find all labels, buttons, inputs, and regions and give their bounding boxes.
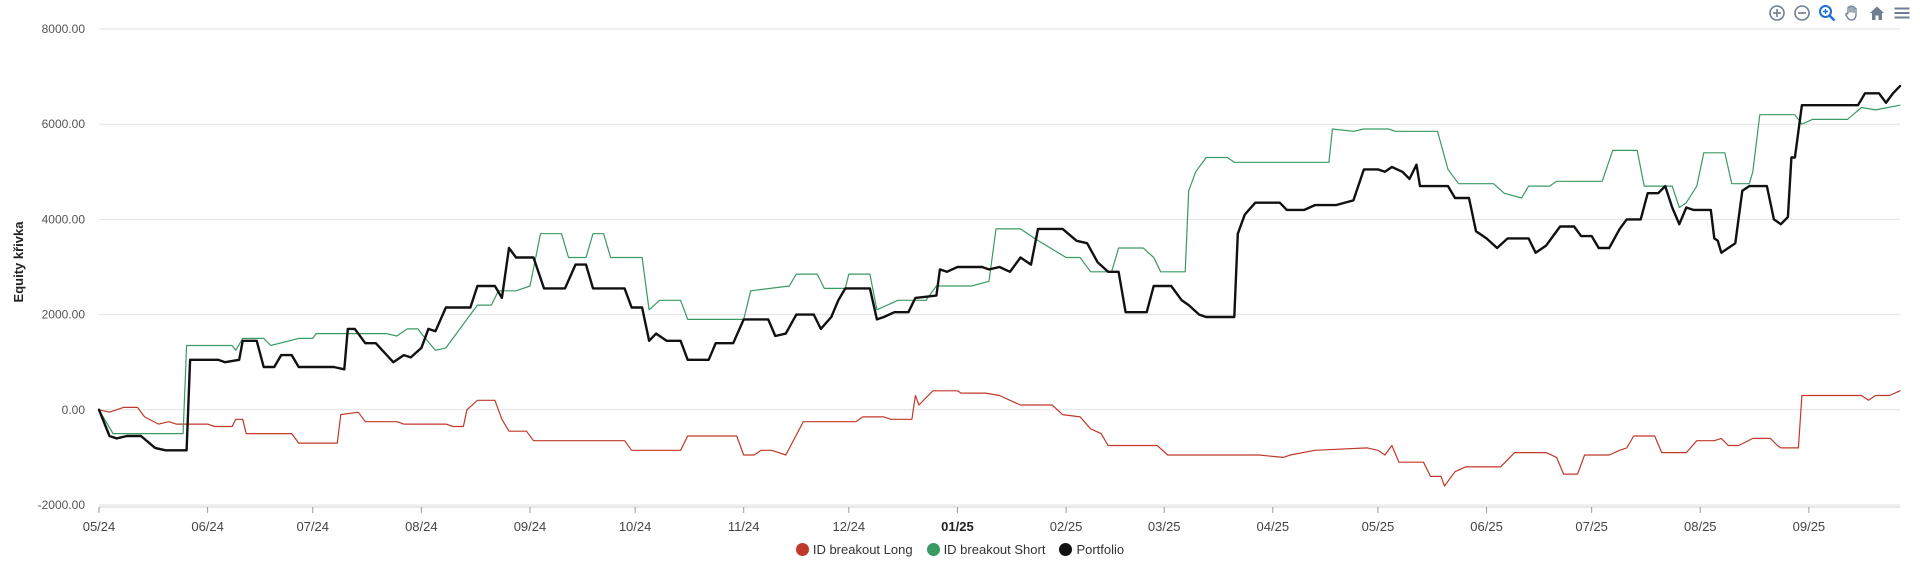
y-tick-label: 2000.00 [42,308,86,322]
y-tick-label: 6000.00 [42,117,86,131]
x-tick-label: 09/25 [1793,519,1826,534]
x-tick-label: 05/25 [1362,519,1395,534]
x-tick-label: 08/24 [405,519,438,534]
series-line-portfolio [97,84,1902,452]
y-axis: -2000.00 0.00 2000.00 4000.00 6000.00 8000.00 [38,22,86,512]
x-tick-label: 09/24 [514,519,547,534]
x-tick-label: 08/25 [1684,519,1717,534]
y-tick-label: 8000.00 [42,22,86,36]
x-tick-label: 07/24 [296,519,329,534]
series-lines [97,84,1902,487]
zoom-out-button[interactable] [1791,2,1812,23]
pan-hand-icon [1844,4,1857,21]
x-axis: 05/24 06/24 07/24 08/24 09/24 10/24 11/24 12/24… [83,506,1900,534]
x-tick-label: 07/25 [1575,519,1608,534]
x-tick-label: 06/24 [191,519,224,534]
legend-marker-long [795,543,809,556]
legend-label-portfolio: Portfolio [1076,542,1125,557]
zoom-out-icon [1793,4,1810,21]
series-line-long [98,390,1901,487]
legend-marker-short [926,543,940,556]
menu-button[interactable] [1891,2,1912,23]
grid-lines [99,28,1900,506]
legend-item-portfolio[interactable]: Portfolio [1059,542,1124,557]
zoom-selection-button[interactable] [1816,2,1837,23]
pan-button[interactable] [1841,2,1862,23]
x-tick-label: 12/24 [833,519,866,534]
x-tick-label: 04/25 [1257,519,1290,534]
legend: ID breakout Long ID breakout Short Portf… [0,542,1920,557]
y-tick-label: 0.00 [62,403,86,417]
y-tick-label: -2000.00 [38,498,86,512]
legend-label-long: ID breakout Long [812,542,913,557]
zoom-in-icon [1768,4,1785,21]
x-tick-label: 03/25 [1148,519,1181,534]
y-axis-label: Equity křivka [11,221,26,303]
series-line-short [98,104,1901,435]
legend-item-short[interactable]: ID breakout Short [926,542,1046,557]
x-tick-label: 06/25 [1470,519,1503,534]
x-tick-label: 05/24 [83,519,116,534]
x-tick-label: 11/24 [728,519,760,534]
zoom-in-button[interactable] [1766,2,1787,23]
legend-label-short: ID breakout Short [943,542,1046,557]
x-tick-label: 10/24 [619,519,652,534]
reset-zoom-button[interactable] [1866,2,1887,23]
x-tick-label: 01/25 [941,519,974,534]
x-tick-label: 02/25 [1050,519,1083,534]
legend-item-long[interactable]: ID breakout Long [795,542,913,557]
y-tick-label: 4000.00 [42,212,86,226]
zoom-selection-icon [1818,4,1835,21]
chart-toolbar [1766,2,1912,23]
home-icon [1869,6,1884,20]
menu-icon [1894,7,1909,18]
legend-marker-portfolio [1059,543,1073,556]
